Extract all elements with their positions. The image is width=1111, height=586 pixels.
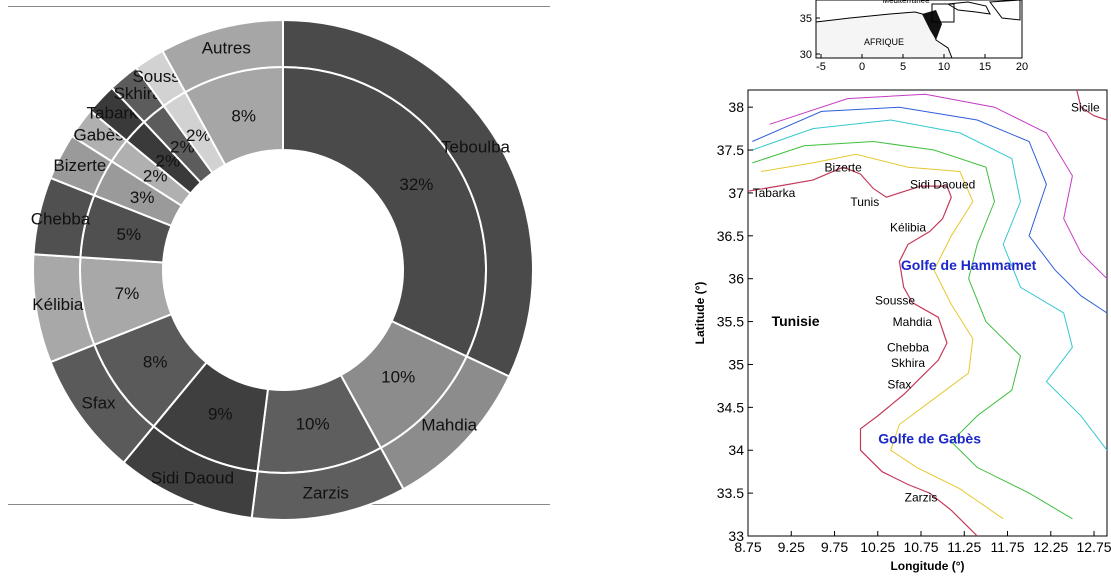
donut-slice-label-inner: 5%: [117, 225, 142, 244]
x-tick-label: 11.25: [947, 539, 981, 555]
bathymetric-contour: [760, 153, 1004, 520]
place-label: Bizerte: [824, 160, 862, 174]
inset-y-tick-label: 30: [800, 49, 812, 61]
inset-label: AFRIQUE: [864, 37, 904, 47]
y-tick-label: 37.5: [717, 142, 744, 158]
donut-slice-label-outer: Sidi Daoud: [151, 469, 234, 488]
inset-europe-coast: [946, 0, 1021, 21]
donut-slice-label-inner: 3%: [130, 188, 155, 207]
map-frame: [747, 89, 1108, 537]
y-tick-label: 35.5: [717, 314, 744, 330]
place-label: Zarzis: [905, 491, 938, 505]
inset-x-tick-label: 20: [1016, 61, 1028, 73]
inset-x-tick-label: 0: [859, 61, 865, 73]
inset-zoom-box: [931, 3, 955, 23]
y-tick-label: 33: [728, 528, 744, 544]
donut-slice-label-inner: 2%: [156, 151, 181, 170]
place-label: Sousse: [875, 293, 915, 307]
donut-slice-label-outer: Kélibia: [32, 295, 84, 314]
donut-slice-label-inner: 8%: [143, 352, 168, 371]
inset-x-tick-label: 15: [979, 61, 991, 73]
y-tick-label: 34.5: [717, 399, 744, 415]
coastline: [747, 166, 978, 537]
donut-slice-label-inner: 2%: [186, 126, 211, 145]
y-tick-label: 36: [728, 271, 744, 287]
x-tick-label: 9.25: [778, 539, 805, 555]
place-label: Tunisie: [772, 313, 820, 329]
donut-slice-label-inner: 7%: [115, 284, 140, 303]
donut-slice-label-inner: 8%: [231, 106, 256, 125]
donut-slice-outer: [161, 18, 284, 94]
donut-chart-panel: 32% 10% 10% 9% 8% 7% 5% 3% 2% 2% 2% 2% 8% Teboulba Mah…: [0, 0, 560, 581]
inset-x-tick-label: -5: [816, 61, 826, 73]
donut-slice-label-inner: 2%: [143, 167, 168, 186]
place-label: Golfe de Gabès: [878, 430, 981, 446]
y-tick-label: 38: [728, 99, 744, 115]
donut-slice-label-outer: Mahdia: [421, 416, 477, 435]
x-tick-label: 12.25: [1033, 539, 1068, 555]
bathymetric-contour: [752, 140, 1073, 520]
place-label: Chebba: [887, 341, 929, 355]
donut-slice-label-outer: Sfax: [82, 393, 117, 412]
y-tick-label: 34: [728, 442, 744, 458]
x-tick-label: 12.75: [1077, 539, 1111, 555]
donut-slice-label-outer: Autres: [202, 39, 251, 58]
sicily-coast: [1076, 89, 1108, 121]
place-label: Sicile: [1071, 100, 1100, 114]
x-tick-label: 10.75: [903, 539, 938, 555]
donut-slice-label-outer: Chebba: [31, 210, 91, 229]
donut-slice-label-outer: Bizerte: [53, 156, 106, 175]
x-axis-label: Longitude (°): [890, 559, 964, 573]
donut-slice-label-outer: Gabès: [73, 125, 123, 144]
bathymetric-contour: [752, 119, 1108, 451]
donut-slice-label-outer: Zarzis: [303, 483, 349, 502]
inset-tunisia-shape: [922, 10, 942, 40]
bathymetric-contour: [769, 93, 1108, 280]
donut-slice-label-inner: 10%: [296, 415, 330, 434]
inset-x-tick-label: 10: [938, 61, 950, 73]
place-label: Sidi Daoued: [910, 178, 975, 192]
bathymetric-contour: [752, 106, 1108, 314]
inset-x-tick-label: 5: [900, 61, 906, 73]
place-label: Tabarka: [753, 186, 796, 200]
place-label: Sfax: [887, 377, 911, 391]
donut-slice-label-inner: 2%: [170, 138, 195, 157]
donut-slice-label-outer: Teboulba: [441, 137, 511, 156]
donut-slice-label-inner: 9%: [208, 404, 233, 423]
tunisia-map-chart: Méditerranée AFRIQUE -5 0 5 10 15 20 35 30 8.75 9.2…: [693, 0, 1111, 573]
inset-label: Méditerranée: [882, 0, 930, 5]
donut-slice-label-inner: 32%: [399, 175, 433, 194]
y-tick-label: 35: [728, 356, 744, 372]
place-label: Mahdia: [893, 315, 933, 329]
place-label: Kélibia: [890, 221, 926, 235]
place-label: Skhira: [891, 356, 925, 370]
x-tick-label: 8.75: [734, 539, 761, 555]
donut-slice-label-inner: 10%: [381, 368, 415, 387]
place-label: Golfe de Hammamet: [901, 257, 1037, 273]
y-tick-label: 33.5: [717, 485, 744, 501]
inset-y-tick-label: 35: [800, 13, 812, 25]
y-tick-label: 36.5: [717, 228, 744, 244]
double-donut-chart: 32%10%10%9%8%7%5%3%2%2%2%2%8%TeboulbaMah…: [31, 18, 534, 521]
y-axis-label: Latitude (°): [693, 282, 707, 345]
place-label: Tunis: [850, 195, 879, 209]
x-tick-label: 11.75: [991, 539, 1025, 555]
x-tick-label: 10.25: [860, 539, 895, 555]
map-panel: Méditerranée AFRIQUE -5 0 5 10 15 20 35 30 8.75 9.2…: [690, 0, 1111, 581]
top-rule: [8, 6, 550, 7]
y-tick-label: 37: [728, 185, 744, 201]
x-tick-label: 9.75: [821, 539, 848, 555]
